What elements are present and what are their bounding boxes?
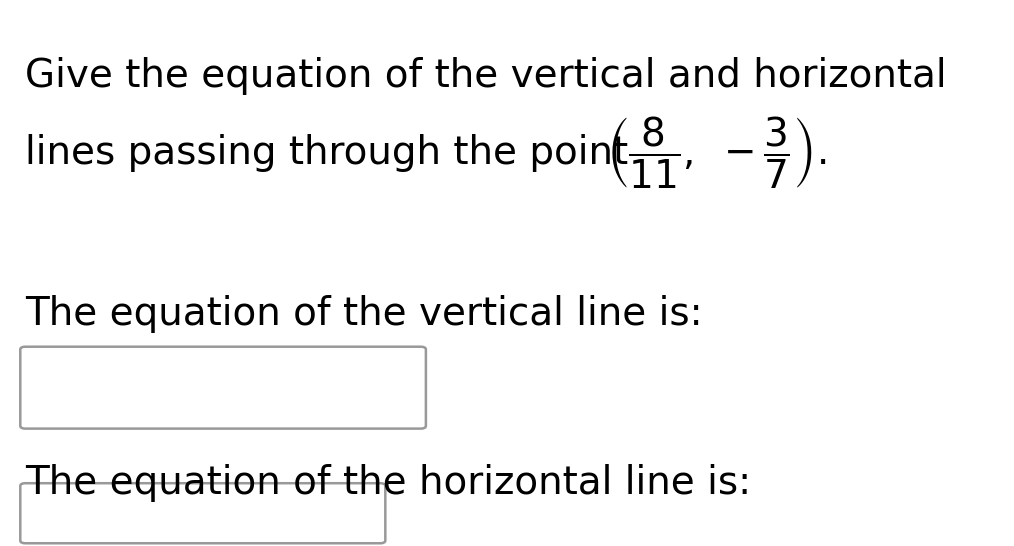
Text: The equation of the horizontal line is:: The equation of the horizontal line is: bbox=[25, 464, 751, 502]
Text: $\left(\dfrac{8}{11},\ -\dfrac{3}{7}\right).$: $\left(\dfrac{8}{11},\ -\dfrac{3}{7}\rig… bbox=[606, 115, 826, 191]
Text: The equation of the vertical line is:: The equation of the vertical line is: bbox=[25, 295, 703, 333]
Text: lines passing through the point: lines passing through the point bbox=[25, 134, 629, 172]
Text: Give the equation of the vertical and horizontal: Give the equation of the vertical and ho… bbox=[25, 57, 947, 96]
